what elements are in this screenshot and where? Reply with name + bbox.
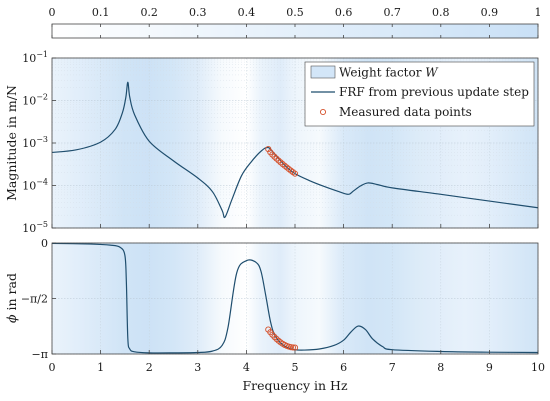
phase-y-tick-label: 0: [41, 237, 48, 250]
magnitude-y-tick-label: 10−3: [22, 135, 48, 150]
x-tick-label: 0: [49, 361, 56, 374]
colorbar-tick-label: 0.2: [140, 6, 158, 19]
frf-magnitude-curve: [52, 81, 538, 219]
colorbar-tick-label: 0: [49, 6, 56, 19]
measured-point: [289, 344, 296, 351]
x-tick-label: 4: [243, 361, 250, 374]
legend-weight-swatch: [310, 65, 336, 79]
measured-point: [269, 151, 276, 158]
measured-point: [265, 146, 272, 153]
magnitude-y-tick-label: 10−5: [22, 220, 48, 235]
measured-points-magnitude: [265, 146, 299, 177]
phase-panel: 0 −π/2 −π ϕ in rad 0 1 2 3 4 5 6 7 8 9 10 Frequency …: [4, 224, 545, 393]
x-tick-label: 6: [340, 361, 347, 374]
measured-point: [287, 344, 294, 351]
colorbar-tick-label: 1: [535, 6, 542, 19]
frf-phase-curve: [52, 243, 538, 354]
legend-frf-label: FRF from previous update step: [339, 85, 529, 99]
legend-measured-marker: [319, 108, 327, 116]
colorbar-tick-label: 0.6: [335, 6, 353, 19]
magnitude-y-ticks: 10−5 10−4 10−3 10−2 10−1: [22, 50, 56, 235]
colorbar-tick-label: 0.8: [432, 6, 450, 19]
colorbar-tick-label: 0.1: [92, 6, 110, 19]
measured-point: [275, 157, 282, 164]
phase-y-tick-label: −π/2: [21, 293, 48, 306]
legend-measured-label: Measured data points: [339, 105, 472, 119]
x-tick-label: 5: [292, 361, 299, 374]
magnitude-ylabel: Magnitude in m/N: [4, 85, 19, 201]
x-tick-label: 10: [531, 361, 545, 374]
colorbar-ticks: 0 0.1 0.2 0.3 0.4 0.5 0.6 0.7 0.8 0.9 1: [49, 6, 542, 38]
phase-ylabel: ϕ in rad: [4, 273, 19, 323]
x-tick-label: 1: [97, 361, 104, 374]
phase-y-ticks: 0 −π/2 −π: [21, 237, 56, 361]
colorbar-tick-label: 0.4: [238, 6, 256, 19]
x-tick-label: 8: [437, 361, 444, 374]
x-tick-label: 7: [389, 361, 396, 374]
magnitude-y-tick-label: 10−1: [22, 50, 48, 65]
measured-point: [271, 153, 278, 160]
phase-y-tick-label: −π: [32, 348, 48, 361]
x-tick-label: 9: [486, 361, 493, 374]
measured-points-phase: [265, 326, 299, 351]
colorbar-tick-label: 0.7: [383, 6, 401, 19]
x-tick-label: 3: [194, 361, 201, 374]
x-axis-label: Frequency in Hz: [242, 378, 348, 393]
colorbar-tick-label: 0.5: [286, 6, 304, 19]
legend-box: [304, 61, 535, 127]
magnitude-y-tick-label: 10−2: [22, 93, 48, 108]
measured-point: [273, 335, 280, 342]
measured-point: [271, 333, 278, 340]
colorbar: 0 0.1 0.2 0.3 0.4 0.5 0.6 0.7 0.8 0.9 1: [49, 6, 542, 39]
magnitude-y-tick-label: 10−4: [22, 178, 48, 193]
x-tick-label: 2: [146, 361, 153, 374]
measured-point: [291, 170, 299, 177]
colorbar-tick-label: 0.9: [481, 6, 499, 19]
magnitude-panel: 10−5 10−4 10−3 10−2 10−1 Magnitude in m/N We…: [4, 50, 539, 235]
measured-point: [273, 155, 280, 162]
colorbar-tick-label: 0.3: [189, 6, 207, 19]
x-axis-ticks: 0 1 2 3 4 5 6 7 8 9 10: [49, 224, 545, 374]
legend-weight-label: Weight factor W: [339, 66, 439, 80]
legend: Weight factor W FRF from previous update…: [304, 61, 535, 127]
